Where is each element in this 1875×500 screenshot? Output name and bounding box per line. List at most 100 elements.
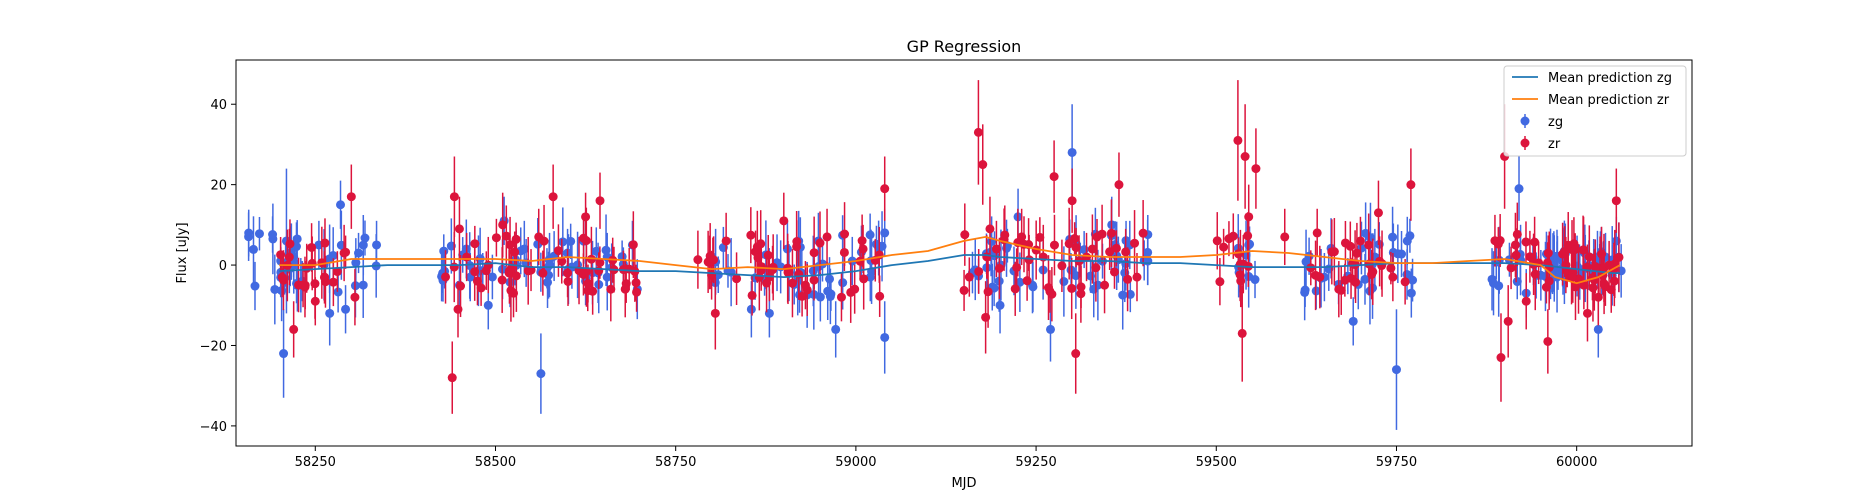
zg-point [268,216,278,253]
zr-point [1521,273,1531,330]
zr-marker [632,287,642,297]
zg-marker [1067,147,1077,157]
zr-point [1121,228,1131,275]
zg-point [279,309,289,398]
zg-point [519,220,529,278]
zg-point [1393,224,1403,284]
zr-marker [534,232,544,242]
zr-marker [1373,208,1383,218]
zr-point [732,252,742,305]
zg-point [1300,264,1310,321]
zr-marker [449,262,459,272]
zg-marker [439,246,449,256]
zr-point [1130,210,1140,277]
zr-point [1373,180,1383,245]
zr-marker [1593,292,1603,302]
zr-marker [1064,239,1074,249]
zr-marker [747,290,757,300]
zg-point [536,333,546,414]
zr-marker [1312,228,1322,238]
zr-point [1503,285,1513,358]
zg-point [601,214,611,286]
zg-point [325,281,335,346]
zr-marker [332,267,342,277]
zr-point [523,237,533,305]
zr-point [1049,140,1059,213]
zr-marker [1543,336,1553,346]
zr-marker [1251,164,1261,174]
zr-point [1614,222,1624,293]
zg-marker [333,287,343,297]
zr-marker [1067,283,1077,293]
zr-marker [1237,328,1247,338]
zr-marker [964,272,974,282]
zr-marker [857,236,867,246]
zg-marker [254,229,264,239]
zr-point [1340,263,1350,297]
zr-marker [553,246,563,256]
zr-point [1091,233,1101,302]
zr-marker [797,291,807,301]
zr-point [1578,215,1588,285]
zr-point [284,228,294,286]
zr-point [721,212,731,270]
zg-point [880,301,890,374]
zr-marker [620,284,630,294]
zr-point [476,269,486,306]
zg-point [865,213,875,257]
zg-point [333,271,343,313]
zg-point [808,235,818,307]
zg-marker [1360,274,1370,284]
zg-marker [519,244,529,254]
zg-marker [1593,324,1603,334]
zg-marker [880,228,890,238]
zr-marker [1525,252,1535,262]
zr-marker [276,250,286,260]
x-tick-label: 59750 [1376,455,1417,470]
zr-point [1388,253,1398,302]
zr-marker [1123,274,1133,284]
zr-point [1334,261,1344,318]
zr-point [1351,261,1361,303]
zr-marker [753,253,763,263]
zr-marker [768,265,778,275]
zr-point [1525,230,1535,283]
zr-marker [470,239,480,249]
zr-point [1067,257,1077,320]
zg-marker [825,274,835,284]
series-mean-prediction-zr-line [279,235,1621,285]
zg-point [372,220,382,270]
zg-marker [341,304,351,314]
zr-point [1233,80,1243,201]
zr-marker [595,196,605,206]
zg-marker [1512,277,1522,287]
zr-marker [858,244,868,254]
zr-marker [1010,284,1020,294]
zr-point [1340,220,1350,265]
zg-point [1118,260,1128,330]
zg-marker [558,237,568,247]
zg-marker [1489,278,1499,288]
zr-marker [1315,272,1325,282]
zr-point [581,236,591,307]
legend-box [1503,65,1687,157]
zr-marker [511,234,521,244]
zr-marker [588,286,598,296]
zr-marker [1244,212,1254,222]
zr-marker [1334,284,1344,294]
zr-marker [462,252,472,262]
zr-marker [1087,244,1097,254]
zr-point [1237,285,1247,382]
zr-point [538,250,548,296]
zr-marker [779,216,789,226]
zr-marker [973,127,983,137]
zr-point [768,245,778,294]
zr-marker [606,284,616,294]
zg-marker [1388,232,1398,242]
zr-point [557,238,567,284]
zr-marker [1351,277,1361,287]
zr-point [453,281,463,338]
zr-marker [1388,272,1398,282]
zr-point [1329,218,1339,286]
zr-marker [628,240,638,250]
